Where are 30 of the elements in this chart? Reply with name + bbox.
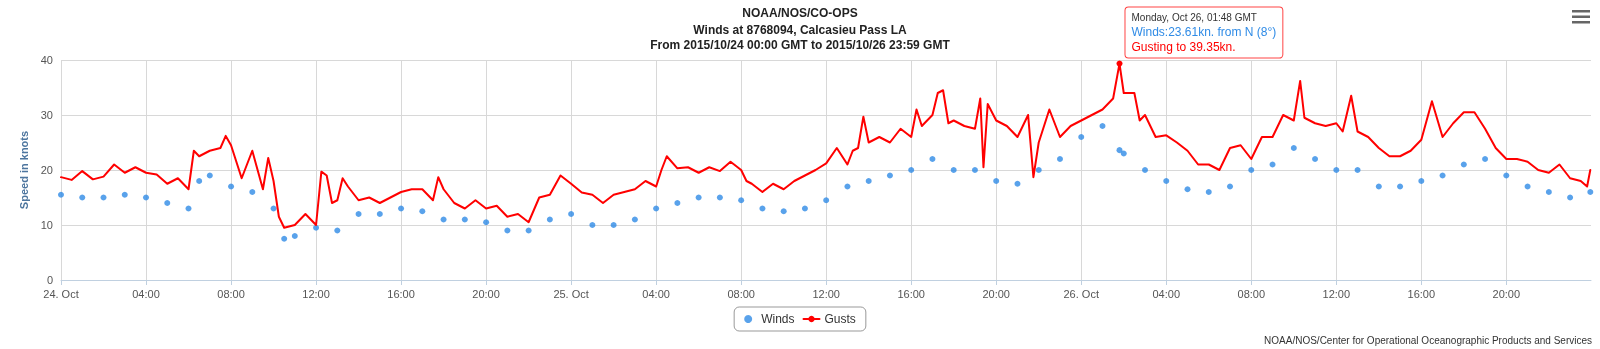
chart-subtitle: Winds at 8768094, Calcasieu Pass LA From 2015/10/24 00:00 GMT to 2015/10/26 23:59 GMT <box>650 22 951 52</box>
x-tick-label: 16:00 <box>897 287 925 300</box>
y-tick-label: 20 <box>40 164 53 176</box>
x-tick-label: 16:00 <box>387 287 415 300</box>
legend-label: Gusts <box>824 312 856 326</box>
legend-label: Winds <box>761 312 795 326</box>
x-tick-label: 20:00 <box>982 287 1010 300</box>
text: NOAA/NOS/Center for Operational Oceanographic Products and Services <box>1264 334 1592 346</box>
x-tick-label: 16:00 <box>1407 287 1436 300</box>
x-tick-label: 04:00 <box>132 287 160 300</box>
x-tick-label: 24. Oct <box>43 287 79 300</box>
x-tick-label: 12:00 <box>1322 287 1351 300</box>
x-tick-label: 20:00 <box>1492 287 1521 300</box>
x-tick-label: 12:00 <box>302 287 330 300</box>
x-tick-label: 08:00 <box>727 287 755 300</box>
x-tick-label: 20:00 <box>472 287 500 300</box>
chart-title: NOAA/NOS/CO-OPS <box>742 6 858 20</box>
x-tick-label: 26. Oct <box>1063 287 1099 300</box>
y-tick-label: 30 <box>40 109 53 121</box>
x-tick-label: 04:00 <box>642 287 670 300</box>
y-tick-label: 10 <box>40 219 53 231</box>
x-tick-label: 04:00 <box>1152 287 1181 300</box>
y-tick-label: 0 <box>46 274 53 286</box>
x-tick-label: 12:00 <box>812 287 840 300</box>
y-axis-title: Speed in knots <box>18 130 31 210</box>
x-tick-label: 08:00 <box>1237 287 1266 300</box>
x-tick-label: 25. Oct <box>553 287 589 300</box>
y-tick-label: 40 <box>40 54 53 66</box>
annotation: Monday, Oct 26, 01:48 GMT Winds:23.61kn. from N (8°) Gusting to 39.35kn. <box>1131 12 1277 55</box>
x-tick-label: 08:00 <box>217 287 245 300</box>
